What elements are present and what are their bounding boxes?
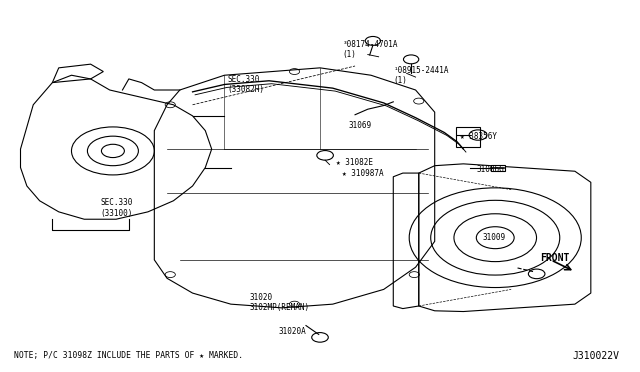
Text: ¹08915-2441A
(1): ¹08915-2441A (1) [394, 65, 449, 85]
Text: SEC.330
(33100): SEC.330 (33100) [100, 198, 132, 218]
Text: ³08174-4701A
(1): ³08174-4701A (1) [342, 40, 398, 59]
Bar [456, 127, 480, 147]
Text: 31020
3102MP(REMAN): 31020 3102MP(REMAN) [250, 293, 310, 312]
Text: J310022V: J310022V [573, 351, 620, 361]
Text: 31086G: 31086G [476, 165, 504, 174]
Text: FRONT: FRONT [540, 253, 569, 263]
Text: 31020A: 31020A [278, 327, 307, 336]
Bar [491, 165, 505, 171]
Text: 31009: 31009 [483, 233, 506, 242]
Text: NOTE; P/C 31098Z INCLUDE THE PARTS OF ★ MARKED.: NOTE; P/C 31098Z INCLUDE THE PARTS OF ★ … [14, 351, 243, 360]
Text: ★ 38356Y: ★ 38356Y [460, 132, 497, 141]
Text: ★ 310987A: ★ 310987A [342, 169, 384, 177]
Text: 31069: 31069 [349, 121, 372, 129]
Text: ★ 31082E: ★ 31082E [336, 157, 373, 167]
Text: SEC.330
(33082H): SEC.330 (33082H) [228, 75, 264, 94]
